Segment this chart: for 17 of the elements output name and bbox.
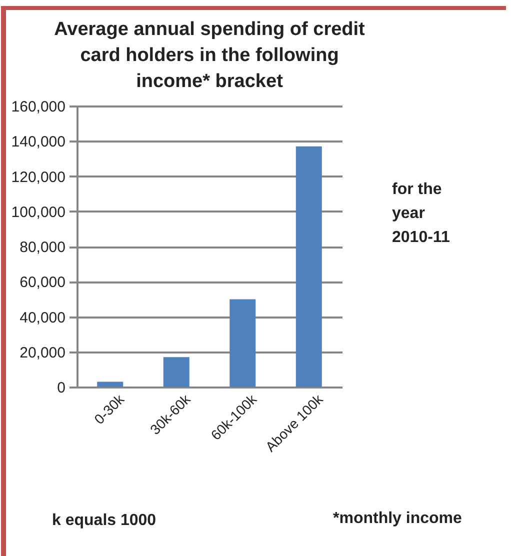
y-tick-label: 140,000 xyxy=(11,134,66,151)
y-tick-label: 160,000 xyxy=(11,98,66,116)
y-tick-label: 80,000 xyxy=(20,239,66,256)
y-tick-label: 40,000 xyxy=(20,309,66,326)
y-tick-label: 20,000 xyxy=(20,344,66,362)
bar xyxy=(97,382,124,387)
text: k equals 1000 xyxy=(52,512,156,530)
chart-title: Average annual spending of credit card holders in the following income* bracket xyxy=(54,19,366,92)
text: *monthly income xyxy=(333,510,462,528)
y-tick-label: 0 xyxy=(57,380,66,396)
bar xyxy=(163,357,190,387)
y-tick-label: 60,000 xyxy=(20,274,66,292)
bar xyxy=(296,146,322,387)
y-tick-label: 120,000 xyxy=(11,168,66,186)
y-tick-label: 100,000 xyxy=(11,204,66,221)
bar xyxy=(230,299,256,387)
text: for the year 2010-11 xyxy=(392,180,451,248)
